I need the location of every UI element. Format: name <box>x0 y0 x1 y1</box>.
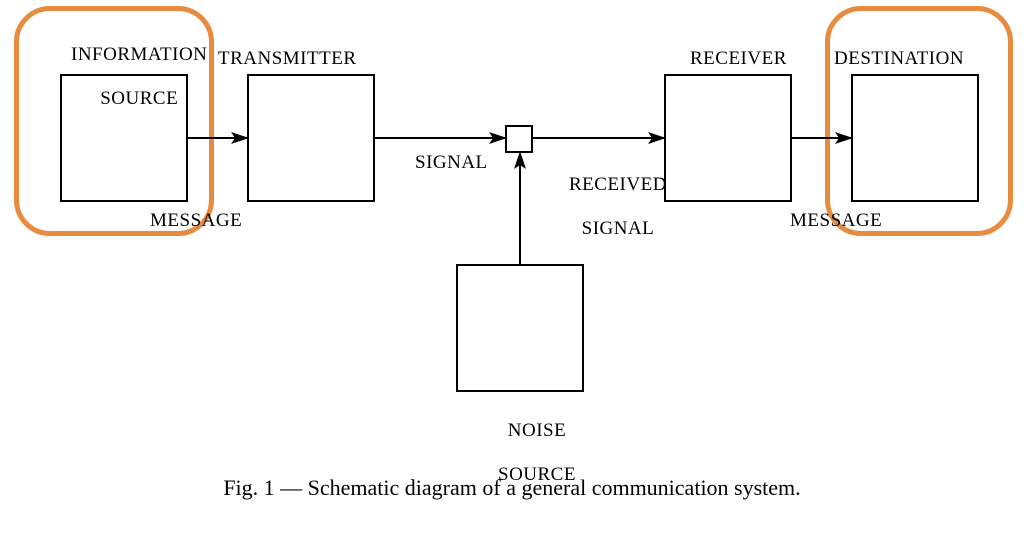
label-information-source-line2: SOURCE <box>100 88 178 109</box>
label-information-source-line1: INFORMATION <box>71 44 207 65</box>
edge-label-signal: SIGNAL <box>415 152 488 174</box>
box-transmitter <box>247 74 375 202</box>
label-transmitter: TRANSMITTER <box>218 48 357 70</box>
figure-caption: Fig. 1 — Schematic diagram of a general … <box>0 475 1024 501</box>
edge-label-message-right: MESSAGE <box>790 210 882 232</box>
diagram-canvas: INFORMATION SOURCE TRANSMITTER RECEIVER … <box>0 0 1024 537</box>
label-destination: DESTINATION <box>834 48 964 70</box>
label-receiver: RECEIVER <box>690 48 787 70</box>
edge-label-received-line1: RECEIVED <box>569 174 667 195</box>
label-noise-source-line1: NOISE <box>508 420 566 441</box>
label-information-source: INFORMATION SOURCE <box>50 22 207 131</box>
edge-label-received-line2: SIGNAL <box>582 218 655 239</box>
box-receiver <box>664 74 792 202</box>
box-destination <box>851 74 979 202</box>
box-mixer <box>505 125 533 153</box>
edge-label-message-left: MESSAGE <box>150 210 242 232</box>
edge-label-received-signal: RECEIVED SIGNAL <box>548 152 667 261</box>
box-noise-source <box>456 264 584 392</box>
